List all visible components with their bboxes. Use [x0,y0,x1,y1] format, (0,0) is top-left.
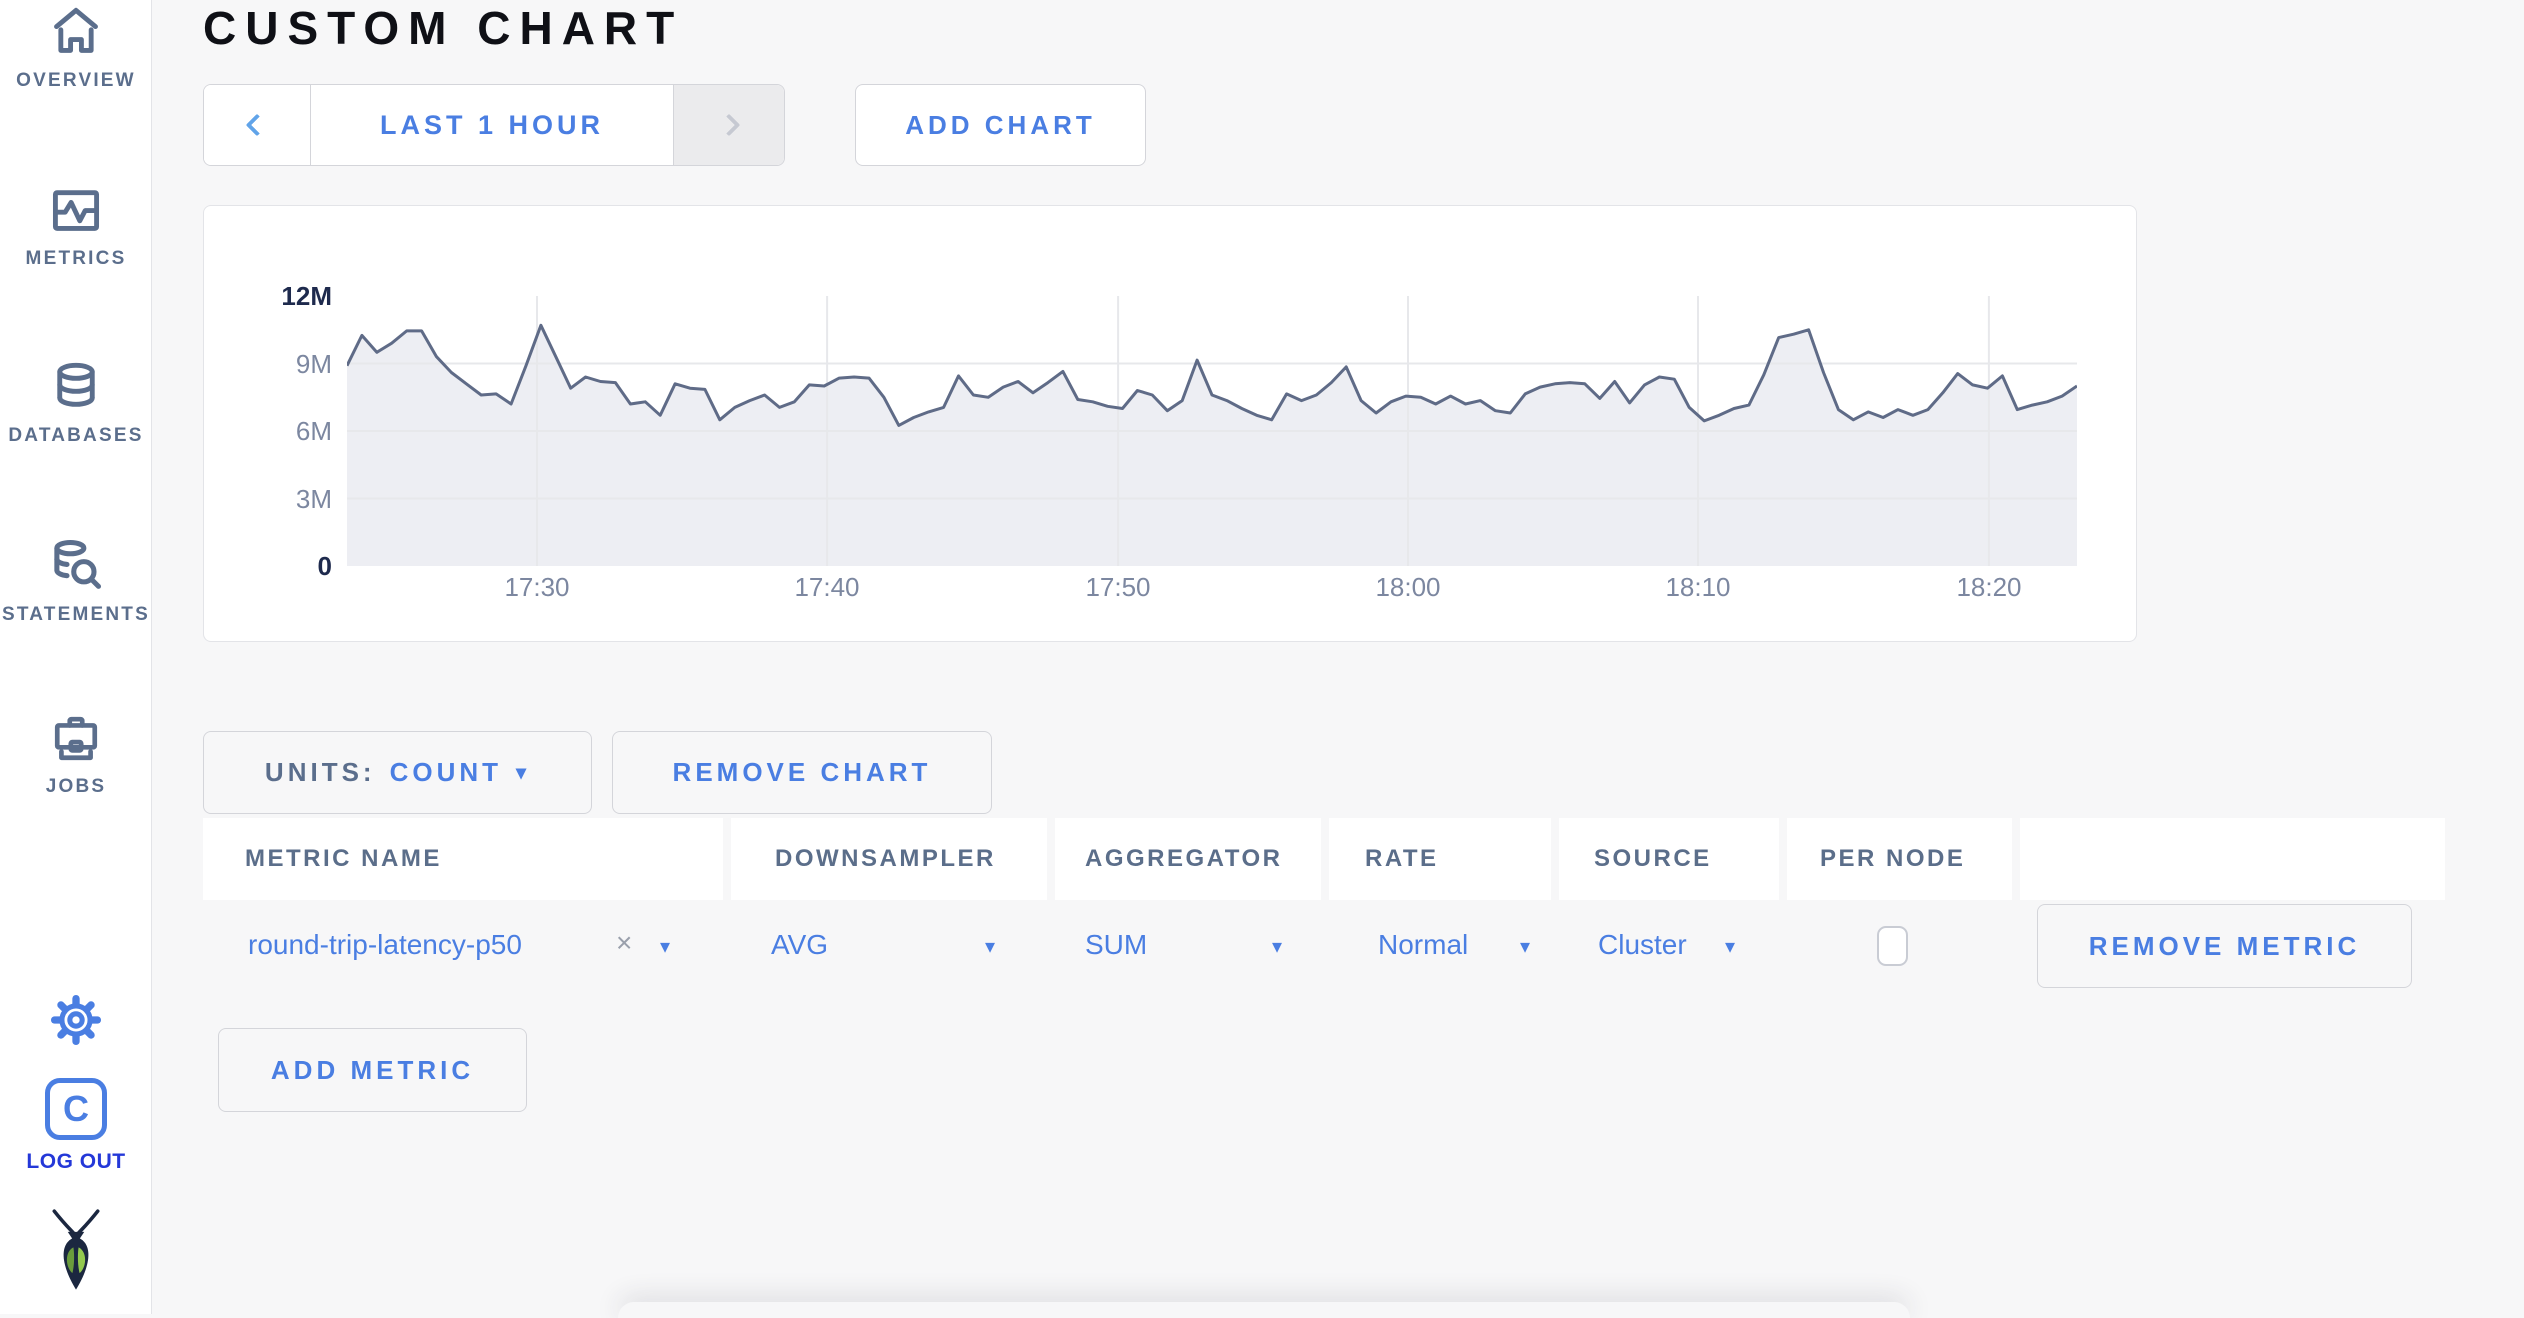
briefcase-icon [54,716,98,761]
c-badge-letter: C [63,1088,89,1129]
sidebar: OVERVIEW METRICS DATABASES STATEMENTS [0,0,152,1314]
bottom-floating-panel-edge [618,1302,1910,1318]
column-header-aggregator: AGGREGATOR [1055,818,1321,900]
chevron-down-icon: ▾ [516,762,531,784]
units-dropdown[interactable]: UNITS: COUNT ▾ [203,731,592,814]
sidebar-item-overview[interactable]: OVERVIEW [0,6,152,92]
x-axis-tick-label: 18:10 [1665,572,1731,602]
time-window-label: LAST 1 HOUR [379,109,604,140]
sidebar-item-label: METRICS [25,248,127,269]
y-axis-tick-label: 12M [281,281,332,311]
x-axis-tick-label: 17:40 [794,572,860,602]
downsampler-caret-icon[interactable]: ▾ [985,936,996,958]
metric-name-caret-icon[interactable]: ▾ [660,936,671,958]
units-value: COUNT [389,757,503,787]
y-axis-tick-label: 9M [295,349,332,379]
aggregator-select[interactable]: SUM [1085,929,1148,960]
time-window-selector: LAST 1 HOUR [203,84,785,166]
y-axis-tick-label: 6M [295,416,332,446]
source-select[interactable]: Cluster [1598,929,1687,960]
sidebar-item-metrics[interactable]: METRICS [0,184,152,270]
sidebar-item-databases[interactable]: DATABASES [0,361,152,447]
metrics-icon [52,190,100,231]
chart-card: 12M 9M 6M 3M 0 17:30 17:40 17:50 18:00 18:10 18:20 [203,205,2137,642]
downsampler-select[interactable]: AVG [771,929,829,960]
x-axis-tick-label: 17:30 [504,572,570,602]
gear-icon [50,994,102,1046]
column-header-source: SOURCE [1559,818,1779,900]
chevron-right-icon [717,113,741,137]
page-title: CUSTOM CHART [203,2,684,54]
home-icon [54,7,98,53]
sidebar-item-jobs[interactable]: JOBS [0,714,152,798]
sidebar-item-label: JOBS [45,776,107,797]
sidebar-item-label: OVERVIEW [16,70,136,91]
y-axis-tick-label: 0 [317,551,332,581]
cockroach-c-icon: C [45,1078,107,1140]
sidebar-item-statements[interactable]: STATEMENTS [0,538,152,626]
remove-metric-button[interactable]: REMOVE METRIC [2037,904,2412,988]
rate-select[interactable]: Normal [1378,929,1469,960]
x-axis-tick-label: 18:20 [1956,572,2022,602]
time-window-next-button[interactable] [673,85,784,165]
column-header-rate: RATE [1329,818,1551,900]
units-label: UNITS: [264,757,376,787]
chevron-left-icon [245,113,269,137]
sidebar-item-label: DATABASES [8,425,144,446]
aggregator-caret-icon[interactable]: ▾ [1272,936,1283,958]
time-window-dropdown[interactable]: LAST 1 HOUR [311,85,673,165]
chart-plot-area[interactable] [347,296,2077,566]
x-axis-tick-label: 18:00 [1375,572,1441,602]
sidebar-item-settings[interactable] [0,993,152,1047]
sidebar-logo [0,1205,152,1300]
remove-chart-button[interactable]: REMOVE CHART [612,731,992,814]
column-header-actions [2020,818,2445,900]
sidebar-item-label: STATEMENTS [2,604,150,625]
rate-caret-icon[interactable]: ▾ [1520,936,1531,958]
add-metric-button[interactable]: ADD METRIC [218,1028,527,1112]
add-chart-button[interactable]: ADD CHART [855,84,1146,166]
time-window-prev-button[interactable] [204,85,311,165]
x-axis-tick-label: 17:50 [1085,572,1151,602]
per-node-checkbox[interactable] [1877,926,1908,966]
clear-metric-icon[interactable]: × [616,927,633,958]
metric-name-value[interactable]: round-trip-latency-p50 [248,929,522,960]
y-axis-tick-label: 3M [295,484,332,514]
column-header-per-node: PER NODE [1787,818,2012,900]
sidebar-item-logout[interactable]: C LOG OUT [0,1078,152,1174]
cockroach-bug-logo-icon [52,1209,100,1290]
column-header-metric-name: METRIC NAME [203,818,723,900]
database-icon [57,362,95,407]
logout-label: LOG OUT [26,1150,126,1173]
statements-search-icon [54,539,102,589]
column-header-downsampler: DOWNSAMPLER [731,818,1047,900]
source-caret-icon[interactable]: ▾ [1725,936,1736,958]
